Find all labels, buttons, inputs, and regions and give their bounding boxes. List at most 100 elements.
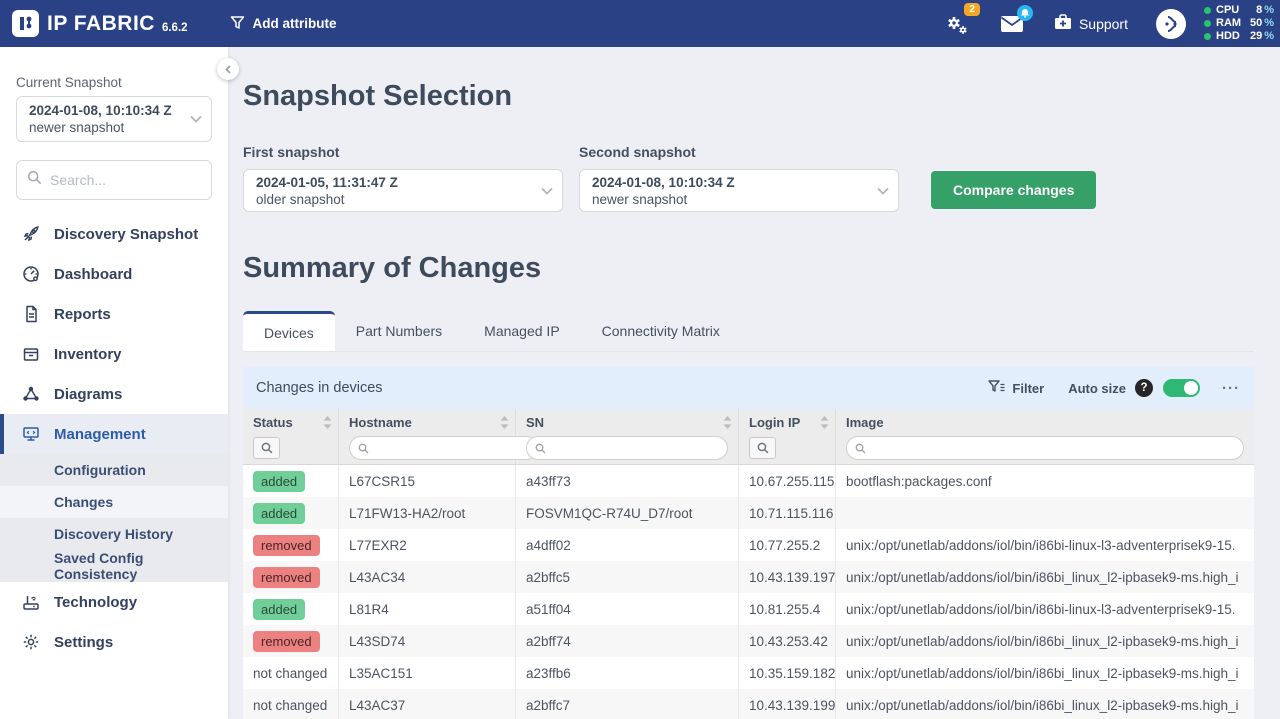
table-header-row: Status Hostname SN Login IP Image — [243, 409, 1254, 436]
column-header-sn[interactable]: SN — [516, 409, 739, 436]
sidebar-item-management[interactable]: Management — [0, 414, 228, 454]
cell-login-ip: 10.43.253.42 — [739, 625, 836, 657]
status-badge: removed — [253, 630, 320, 652]
cell-hostname: L43SD74 — [339, 625, 516, 657]
first-snapshot-select[interactable]: 2024-01-05, 11:31:47 Z older snapshot — [243, 169, 563, 212]
sort-icon[interactable] — [323, 416, 332, 429]
sidebar-item-dashboard[interactable]: Dashboard — [0, 254, 228, 294]
auto-size-label: Auto size — [1068, 380, 1126, 396]
table-row[interactable]: removed L43AC34 a2bffc5 10.43.139.197 unix:/… — [243, 561, 1254, 593]
system-gears-button[interactable]: 2 — [944, 2, 980, 36]
sort-icon[interactable] — [500, 416, 509, 429]
search-icon — [358, 443, 369, 453]
submenu-item-configuration[interactable]: Configuration — [54, 462, 146, 478]
cell-status: removed — [243, 529, 339, 561]
login-ip-filter-button[interactable] — [749, 437, 776, 459]
stat-row-cpu: CPU 8% — [1204, 4, 1274, 17]
management-submenu: Configuration Changes Discovery History Sav… — [0, 454, 228, 582]
add-attribute-button[interactable]: Add attribute — [230, 15, 337, 33]
tab-part-numbers[interactable]: Part Numbers — [355, 323, 443, 339]
table-row[interactable]: removed L77EXR2 a4dff02 10.77.255.2 unix:/op… — [243, 529, 1254, 561]
current-snapshot-label: Current Snapshot — [16, 75, 122, 90]
table-row[interactable]: removed L43SD74 a2bff74 10.43.253.42 unix:/o… — [243, 625, 1254, 657]
sidebar-item-label: Inventory — [54, 345, 122, 363]
status-badge: added — [253, 502, 306, 524]
sidebar-item-technology[interactable]: Technology — [0, 582, 228, 622]
hostname-filter[interactable] — [349, 436, 539, 460]
auto-size-toggle[interactable] — [1163, 379, 1200, 397]
more-options-button[interactable]: ··· — [1222, 379, 1240, 397]
rocket-icon — [22, 225, 40, 243]
sidebar-item-reports[interactable]: Reports — [0, 294, 228, 334]
stat-row-ram: RAM 50% — [1204, 17, 1274, 30]
sidebar-item-label: Discovery Snapshot — [54, 225, 199, 243]
cell-sn: a51ff04 — [516, 593, 739, 625]
ipfabric-logo-icon — [12, 10, 39, 37]
funnel-icon — [230, 15, 245, 33]
sidebar-item-diagrams[interactable]: Diagrams — [0, 374, 228, 414]
cell-login-ip: 10.81.255.4 — [739, 593, 836, 625]
filter-button[interactable]: Filter — [988, 379, 1044, 397]
hostname-filter-input[interactable] — [375, 441, 530, 455]
sidebar-item-discovery-snapshot[interactable]: Discovery Snapshot — [0, 214, 228, 254]
main-content: Snapshot Selection First snapshot 2024-0… — [228, 47, 1280, 719]
submenu-item-saved-config-consistency[interactable]: Saved Config Consistency — [54, 550, 144, 582]
sidebar-search[interactable] — [16, 160, 212, 200]
cell-login-ip: 10.67.255.115 — [739, 465, 836, 497]
cell-status: not changed — [243, 689, 339, 719]
cell-sn: a2bffc5 — [516, 561, 739, 593]
gears-badge: 2 — [964, 2, 980, 16]
cell-sn: FOSVM1QC-R74U_D7/root — [516, 497, 739, 529]
column-header-status[interactable]: Status — [243, 409, 339, 436]
status-dot-icon — [1204, 7, 1211, 14]
first-snapshot-label: First snapshot — [243, 144, 340, 160]
table-row[interactable]: added L71FW13-HA2/root FOSVM1QC-R74U_D7/ro… — [243, 497, 1254, 529]
compare-changes-button[interactable]: Compare changes — [931, 171, 1097, 209]
sort-icon[interactable] — [820, 416, 829, 429]
column-header-hostname[interactable]: Hostname — [339, 409, 516, 436]
cell-status: removed — [243, 561, 339, 593]
table-row[interactable]: not changed L43AC37 a2bffc7 10.43.139.199 un… — [243, 689, 1254, 719]
sidebar-item-inventory[interactable]: Inventory — [0, 334, 228, 374]
sidebar-item-label: Reports — [54, 305, 111, 323]
submenu-item-changes[interactable]: Changes — [0, 486, 228, 518]
app-header: IP FABRIC 6.6.2 Add attribute 2 Support — [0, 0, 1280, 47]
submenu-item-discovery-history[interactable]: Discovery History — [54, 526, 174, 542]
changes-panel: Changes in devices Filter Auto size ? ··… — [243, 367, 1254, 719]
cell-image — [836, 497, 1254, 529]
search-icon — [535, 443, 546, 453]
cell-hostname: L71FW13-HA2/root — [339, 497, 516, 529]
sidebar-search-input[interactable] — [50, 172, 200, 188]
tab-connectivity-matrix[interactable]: Connectivity Matrix — [601, 323, 720, 339]
sidebar-item-label: Technology — [54, 593, 138, 611]
stat-row-hdd: HDD 29% — [1204, 30, 1274, 43]
image-filter[interactable] — [846, 436, 1244, 460]
sort-icon[interactable] — [723, 416, 732, 429]
status-badge: added — [253, 598, 306, 620]
cell-status: added — [243, 465, 339, 497]
status-badge: removed — [253, 534, 320, 556]
status-filter-button[interactable] — [253, 437, 280, 459]
image-filter-input[interactable] — [872, 441, 1235, 455]
tab-devices[interactable]: Devices — [243, 311, 335, 351]
help-button[interactable]: ? — [1135, 379, 1153, 397]
table-row[interactable]: added L67CSR15 a43ff73 10.67.255.115 bootfla… — [243, 465, 1254, 497]
column-header-login-ip[interactable]: Login IP — [739, 409, 836, 436]
sidebar-collapse-button[interactable] — [217, 58, 239, 80]
page-title: Snapshot Selection — [243, 80, 513, 112]
support-button[interactable]: Support — [1054, 14, 1128, 33]
sidebar-item-settings[interactable]: Settings — [0, 622, 228, 662]
current-snapshot-select[interactable]: 2024-01-08, 10:10:34 Z newer snapshot — [16, 96, 212, 142]
second-snapshot-select[interactable]: 2024-01-08, 10:10:34 Z newer snapshot — [579, 169, 899, 212]
column-header-image[interactable]: Image — [846, 415, 884, 430]
sn-filter-input[interactable] — [552, 441, 719, 455]
tab-managed-ip[interactable]: Managed IP — [484, 323, 560, 339]
table-row[interactable]: not changed L35AC151 a23ffb6 10.35.159.182 u… — [243, 657, 1254, 689]
cell-image: unix:/opt/unetlab/addons/iol/bin/i86bi_l… — [846, 633, 1239, 649]
cell-sn: a43ff73 — [516, 465, 739, 497]
user-avatar[interactable] — [1156, 8, 1186, 39]
messages-button[interactable] — [1000, 4, 1033, 33]
table-row[interactable]: added L81R4 a51ff04 10.81.255.4 unix:/opt/un… — [243, 593, 1254, 625]
sn-filter[interactable] — [526, 436, 728, 460]
brand[interactable]: IP FABRIC 6.6.2 — [0, 10, 188, 37]
